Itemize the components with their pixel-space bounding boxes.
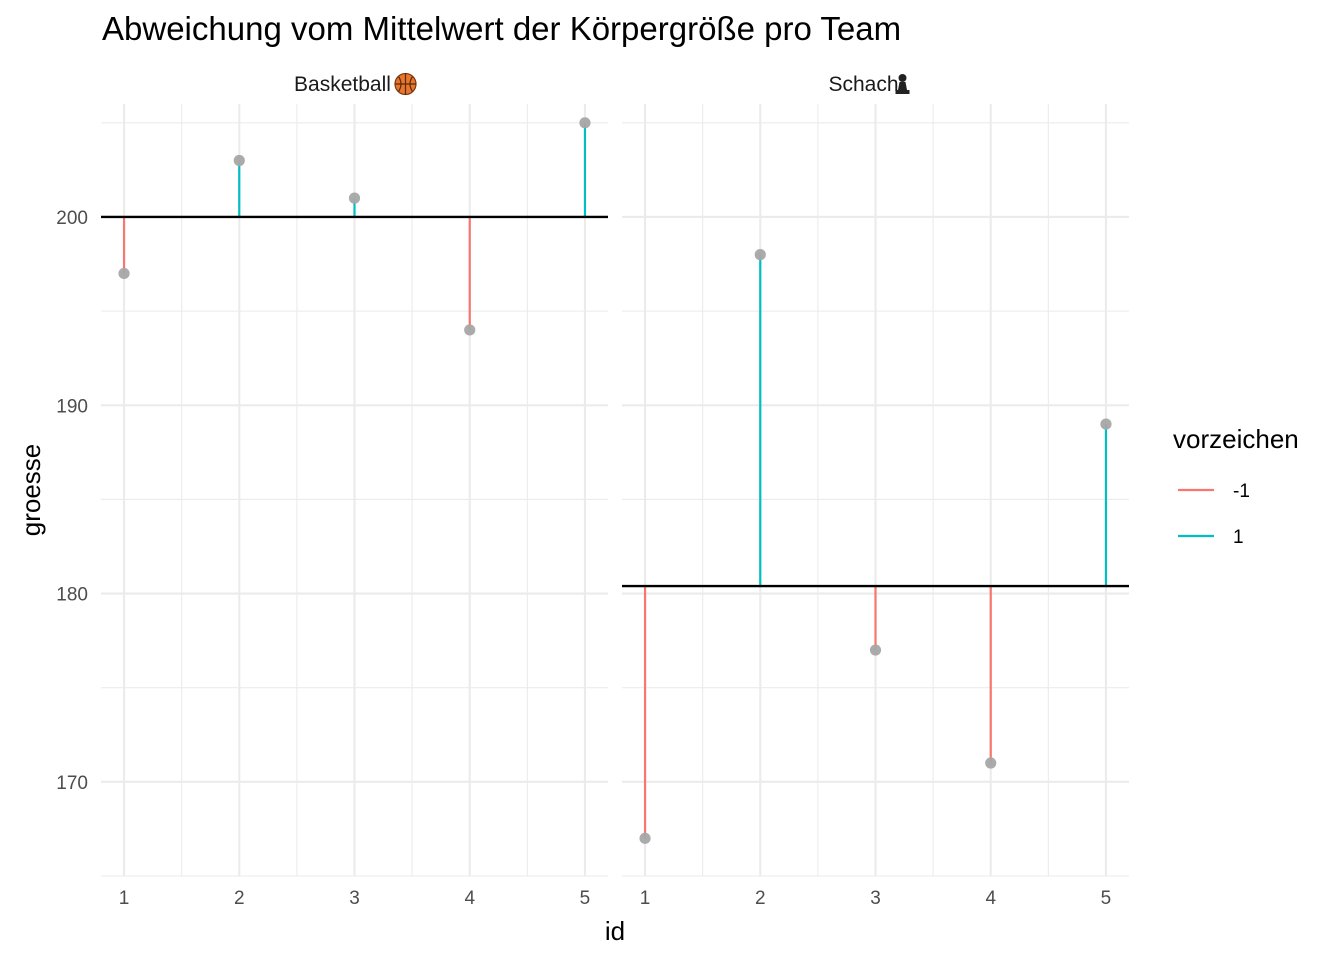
x-tick-label: 5 bbox=[580, 888, 591, 909]
legend: vorzeichen -1 1 bbox=[1173, 424, 1299, 548]
data-point bbox=[869, 644, 882, 656]
basketball-seam bbox=[409, 76, 414, 92]
x-axis-title: id bbox=[605, 916, 625, 946]
y-axis-title: groesse bbox=[16, 444, 46, 537]
data-point bbox=[1100, 418, 1112, 430]
x-tick-label: 4 bbox=[985, 888, 996, 909]
pawn-body bbox=[898, 82, 907, 90]
facet-panel-schach: 1 2 3 4 5 Schach bbox=[622, 73, 1129, 909]
x-tick-label: 2 bbox=[234, 888, 245, 909]
panels: 1 2 3 4 5 170 180 190 200 Basketball 1 2 3 4 5 Schach bbox=[56, 72, 1129, 909]
x-tick-label: 4 bbox=[464, 888, 475, 909]
y-tick-label: 170 bbox=[56, 773, 88, 794]
pawn-base bbox=[895, 90, 910, 94]
legend-label: 1 bbox=[1233, 527, 1244, 548]
x-tick-label: 5 bbox=[1101, 888, 1112, 909]
facet-strip-label: Schach bbox=[828, 73, 898, 96]
x-tick-label: 1 bbox=[119, 888, 130, 909]
data-point bbox=[639, 832, 651, 844]
pawn-head bbox=[898, 74, 907, 82]
y-tick-label: 180 bbox=[56, 585, 88, 606]
facet-panel-basketball: 1 2 3 4 5 170 180 190 200 Basketball bbox=[56, 72, 608, 909]
data-point bbox=[348, 192, 361, 204]
legend-title: vorzeichen bbox=[1173, 424, 1299, 454]
data-point bbox=[985, 757, 997, 769]
facet-strip-label: Basketball bbox=[294, 73, 391, 96]
chart-title: Abweichung vom Mittelwert der Körpergröß… bbox=[102, 10, 901, 47]
x-tick-label: 2 bbox=[755, 888, 766, 909]
y-tick-label: 190 bbox=[56, 396, 88, 417]
x-tick-label: 1 bbox=[640, 888, 651, 909]
basketball-icon bbox=[394, 72, 417, 96]
x-tick-label: 3 bbox=[349, 888, 360, 909]
data-point bbox=[233, 154, 245, 167]
data-point bbox=[579, 117, 591, 129]
y-tick-label: 200 bbox=[56, 208, 88, 229]
basketball-seam bbox=[397, 76, 402, 92]
chess-pawn-icon bbox=[895, 74, 910, 94]
data-point bbox=[754, 249, 766, 261]
data-point bbox=[464, 324, 476, 336]
x-tick-label: 3 bbox=[870, 888, 881, 909]
data-point bbox=[118, 267, 130, 280]
legend-label: -1 bbox=[1233, 481, 1250, 502]
